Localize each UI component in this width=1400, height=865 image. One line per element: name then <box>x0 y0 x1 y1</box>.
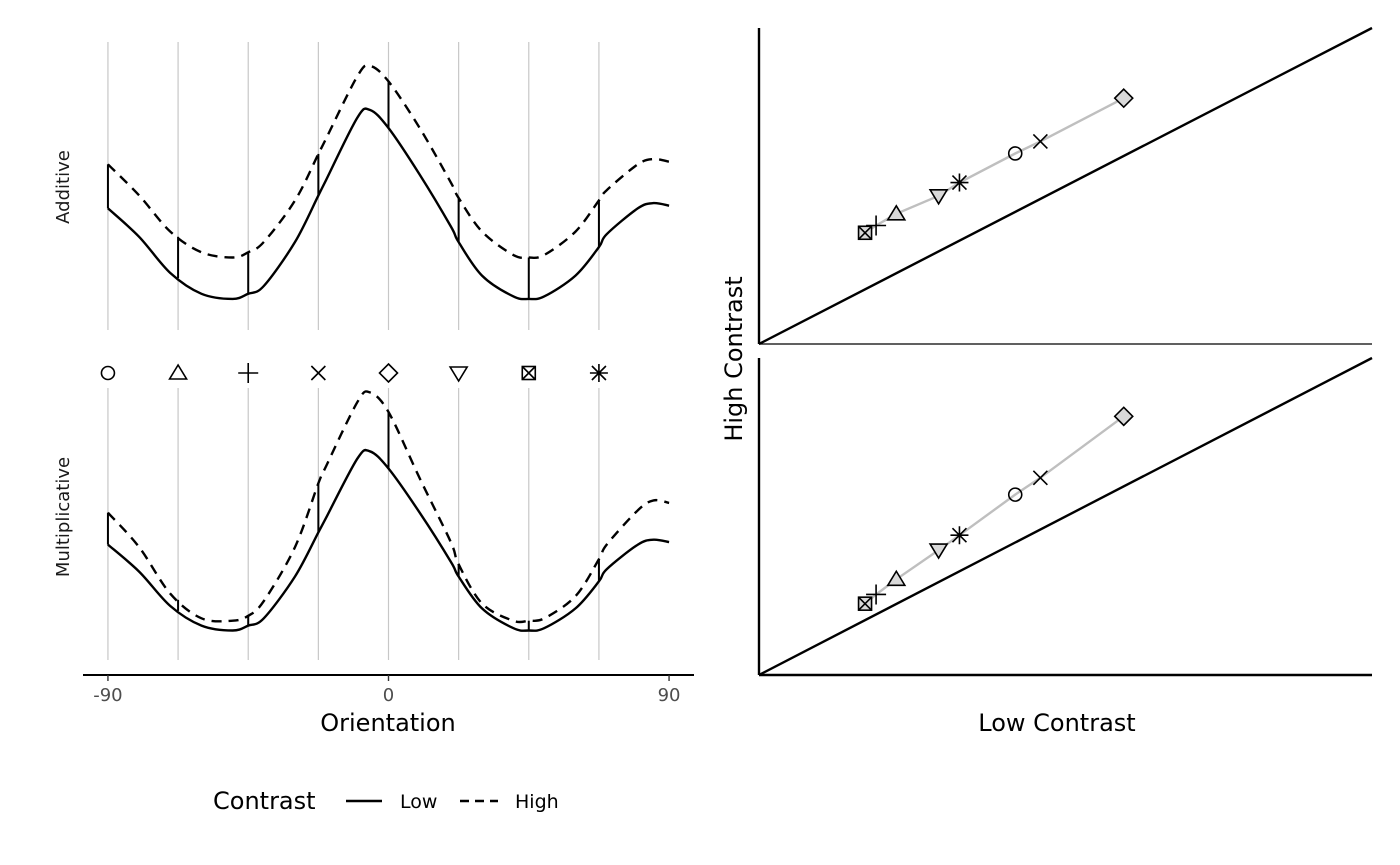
point-asterisk <box>589 364 608 382</box>
triangle-up-mark <box>168 363 189 380</box>
legend-title: Contrast <box>213 787 316 815</box>
series-line-low <box>107 448 670 632</box>
x-axis-ticks: -90 0 90 <box>93 675 681 706</box>
strip-label-additive: Additive <box>53 150 74 224</box>
point-triangle-up <box>168 363 189 380</box>
triangle-up-mark <box>886 204 907 221</box>
connecting-path <box>864 415 1125 605</box>
panel-additive <box>106 42 670 330</box>
tuning-panels <box>106 42 670 660</box>
point-circle <box>1007 146 1023 161</box>
identity-line <box>758 26 1373 346</box>
point-cross <box>1032 133 1048 150</box>
cross-mark <box>1032 470 1048 486</box>
point-triangle-down <box>928 543 949 560</box>
identity-line <box>758 356 1373 677</box>
cross-mark <box>1032 133 1048 150</box>
point-diamond <box>1113 88 1134 109</box>
point-triangle-down <box>448 366 469 383</box>
x-tick-label: -90 <box>93 685 122 706</box>
scatter-panel-additive <box>757 26 1373 346</box>
diamond-mark <box>378 362 399 384</box>
plus-mark <box>238 363 259 383</box>
diamond-mark <box>1113 406 1134 427</box>
y-axis-title: High Contrast <box>720 276 748 441</box>
point-diamond <box>1113 406 1134 427</box>
stimulus-symbol-row <box>100 362 608 384</box>
triangle-down-mark <box>928 188 949 206</box>
x-tick-label: 0 <box>383 685 394 706</box>
point-square-cross <box>857 225 873 241</box>
point-triangle-up <box>886 569 907 587</box>
circle-mark <box>100 365 116 381</box>
x-tick-label: 90 <box>658 685 681 706</box>
diamond-mark <box>1113 88 1134 109</box>
scatter-panels <box>757 26 1373 677</box>
point-asterisk <box>950 526 969 545</box>
triangle-down-mark <box>928 543 949 560</box>
series-line-high <box>107 390 670 624</box>
point-diamond <box>378 362 399 384</box>
strip-label-multiplicative: Multiplicative <box>53 457 74 577</box>
asterisk-mark <box>589 364 608 382</box>
point-cross <box>310 365 326 381</box>
x-axis-title: Orientation <box>320 709 456 737</box>
asterisk-mark <box>950 526 969 545</box>
point-square-cross <box>857 596 873 611</box>
circle-mark <box>1007 146 1023 161</box>
panel-multiplicative <box>106 388 670 660</box>
contrast-scatter-chart: High Contrast Low Contrast <box>720 26 1373 737</box>
point-circle <box>100 365 116 381</box>
legend: Contrast Low High <box>213 787 559 815</box>
square-cross-lines <box>521 365 536 381</box>
point-square-cross <box>521 365 537 381</box>
legend-label-high: High <box>515 791 559 813</box>
connecting-path <box>864 97 1125 234</box>
series-line-low <box>107 107 670 301</box>
square-cross-lines <box>857 225 873 240</box>
point-asterisk <box>950 173 969 192</box>
legend-label-low: Low <box>400 791 437 813</box>
asterisk-mark <box>950 173 969 192</box>
tuning-curve-chart: Additive Multiplicative -90 0 90 Orientati… <box>53 42 694 737</box>
point-plus <box>866 584 887 605</box>
x-axis-title-right: Low Contrast <box>978 709 1135 737</box>
square-cross-lines <box>857 596 873 611</box>
point-triangle-up <box>886 204 907 221</box>
circle-mark <box>1007 487 1023 502</box>
triangle-up-mark <box>886 569 907 587</box>
cross-mark <box>310 365 326 381</box>
point-plus <box>238 363 259 383</box>
point-cross <box>1032 470 1048 486</box>
plus-mark <box>866 584 887 605</box>
series-line-high <box>107 64 670 260</box>
scatter-panel-multiplicative <box>757 356 1373 677</box>
point-circle <box>1007 487 1023 502</box>
point-triangle-down <box>928 188 949 206</box>
triangle-down-mark <box>448 366 469 383</box>
square-mark <box>521 365 537 381</box>
